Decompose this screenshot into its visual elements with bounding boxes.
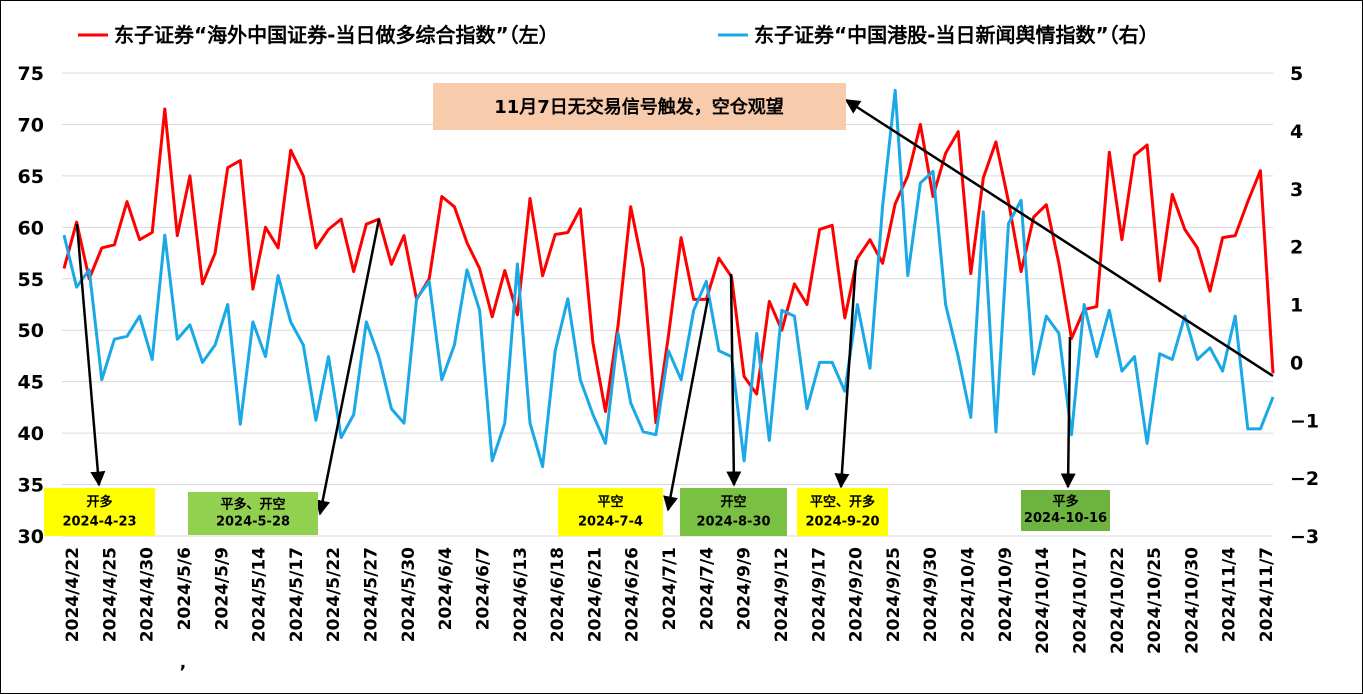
x-axis-tick-label: 2024/10/30 (1182, 547, 1202, 654)
annotation-action: 平多、开空 (220, 496, 285, 512)
right-axis-tick-label: 4 (1290, 121, 1303, 143)
series-line-right (62, 88, 1275, 469)
x-axis-tick-label: 2024/10/22 (1108, 547, 1128, 654)
x-axis-tick-label: 2024/9/17 (809, 547, 829, 642)
annotation-action: 开多 (86, 494, 112, 510)
annotation-arrows (75, 98, 1274, 516)
x-axis-tick-label: 2024/9/9 (735, 547, 755, 630)
x-axis-stray-mark: , (180, 653, 186, 673)
right-axis-tick-label: 2 (1290, 237, 1303, 259)
x-axis-tick-label: 2024/7/1 (660, 547, 680, 630)
x-axis-tick-label: 2024/5/9 (212, 547, 232, 630)
left-axis-tick-label: 45 (18, 372, 44, 394)
x-axis-tick-label: 2024/7/4 (697, 547, 717, 631)
annotation-arrow (663, 297, 710, 512)
annotation-box (188, 492, 318, 535)
right-axis-tick-label: −1 (1290, 410, 1319, 432)
x-axis-tick-label: 2024/5/14 (250, 547, 270, 642)
annotation-action: 平空、开多 (810, 494, 875, 510)
callout-box (433, 83, 846, 130)
x-axis-tick-label: 2024/10/25 (1145, 547, 1165, 654)
left-axis-tick-label: 70 (18, 114, 44, 136)
right-axis-ticks: −3 −2 −1 0 1 2 3 4 5 (1290, 63, 1319, 548)
annotation-date: 2024-9-20 (805, 514, 879, 529)
x-axis-tick-label: 2024/11/7 (1257, 547, 1277, 642)
annotation-arrow (844, 98, 1274, 378)
annotation-box (44, 488, 155, 536)
annotation-arrow (75, 223, 106, 487)
annotation-boxes: 开多 2024-4-23 平多、开空 2024-5-28 平空 2024-7-4 开空 202… (44, 488, 1110, 536)
x-axis-tick-label: 2024/6/13 (511, 547, 531, 642)
x-axis-tick-label: 2024/6/26 (623, 547, 643, 642)
annotation-arrow (726, 273, 742, 487)
left-axis-tick-label: 50 (18, 320, 44, 342)
x-axis-tick-label: 2024/5/6 (175, 547, 195, 630)
left-axis-ticks: 30 35 40 45 50 55 60 65 70 75 (18, 63, 44, 548)
x-axis-tick-label: 2024/5/27 (362, 547, 382, 642)
annotation-box (558, 488, 663, 536)
annotation-date: 2024-5-28 (216, 515, 290, 530)
series-lines (62, 88, 1275, 469)
annotation-action: 开空 (720, 494, 746, 510)
x-axis-tick-label: 2024/4/25 (100, 547, 120, 642)
annotation-arrow (834, 259, 858, 489)
legend: 东子证券“海外中国证券-当日做多综合指数”（左） 东子证券“中国港股-当日新闻舆… (78, 23, 1159, 47)
left-axis-tick-label: 40 (18, 423, 44, 445)
left-axis-tick-label: 60 (18, 217, 44, 239)
legend-label-left: 东子证券“海外中国证券-当日做多综合指数”（左） (114, 23, 559, 47)
x-axis-tick-label: 2024/5/22 (324, 547, 344, 642)
series-line-left (62, 107, 1275, 425)
x-axis-tick-label: 2024/9/12 (772, 547, 792, 642)
x-axis-ticks: 2024/4/22 2024/4/25 2024/4/30 2024/5/6 2024/… (63, 547, 1277, 673)
annotation-date: 2024-4-23 (62, 514, 136, 529)
x-axis-tick-label: 2024/10/4 (959, 547, 979, 642)
left-axis-tick-label: 65 (18, 166, 44, 188)
x-axis-tick-label: 2024/10/14 (1033, 547, 1053, 654)
annotation-date: 2024-10-16 (1024, 511, 1107, 526)
x-axis-tick-label: 2024/4/30 (138, 547, 158, 642)
right-axis-tick-label: 3 (1290, 179, 1303, 201)
callout: 11月7日无交易信号触发，空仓观望 (433, 83, 846, 130)
x-axis-tick-label: 2024/10/9 (996, 547, 1016, 642)
right-axis-tick-label: 1 (1290, 295, 1303, 317)
right-axis-tick-label: −2 (1290, 468, 1319, 490)
right-axis-tick-label: 0 (1290, 352, 1303, 374)
annotation-arrow (1060, 336, 1076, 489)
x-axis-tick-label: 2024/4/22 (63, 547, 83, 642)
annotation-box (1021, 490, 1110, 531)
right-axis-tick-label: 5 (1290, 63, 1303, 85)
x-axis-tick-label: 2024/6/21 (585, 547, 605, 642)
left-axis-tick-label: 35 (18, 475, 44, 497)
left-axis-tick-label: 75 (18, 63, 44, 85)
x-axis-tick-label: 2024/5/30 (399, 547, 419, 642)
callout-text: 11月7日无交易信号触发，空仓观望 (494, 96, 784, 118)
annotation-action: 平空 (597, 494, 623, 510)
annotation-date: 2024-7-4 (578, 514, 643, 529)
x-axis-tick-label: 2024/9/20 (847, 547, 867, 642)
right-axis-tick-label: −3 (1290, 526, 1319, 548)
x-axis-tick-label: 2024/10/17 (1070, 547, 1090, 654)
annotation-box (680, 488, 787, 536)
annotation-date: 2024-8-30 (696, 514, 770, 529)
left-axis-tick-label: 30 (18, 526, 44, 548)
left-axis-tick-label: 55 (18, 269, 44, 291)
x-axis-tick-label: 2024/9/25 (884, 547, 904, 642)
x-axis-tick-label: 2024/6/18 (548, 547, 568, 642)
annotation-box (797, 488, 888, 536)
legend-label-right: 东子证券“中国港股-当日新闻舆情指数”（右） (754, 23, 1159, 47)
x-axis-tick-label: 2024/6/7 (473, 547, 493, 630)
x-axis-tick-label: 2024/11/4 (1220, 547, 1240, 642)
x-axis-tick-label: 2024/6/4 (436, 547, 456, 631)
annotation-action: 平多 (1052, 494, 1078, 510)
x-axis-tick-label: 2024/5/17 (287, 547, 307, 642)
x-axis-tick-label: 2024/9/30 (921, 547, 941, 642)
annotation-arrow (315, 218, 381, 516)
